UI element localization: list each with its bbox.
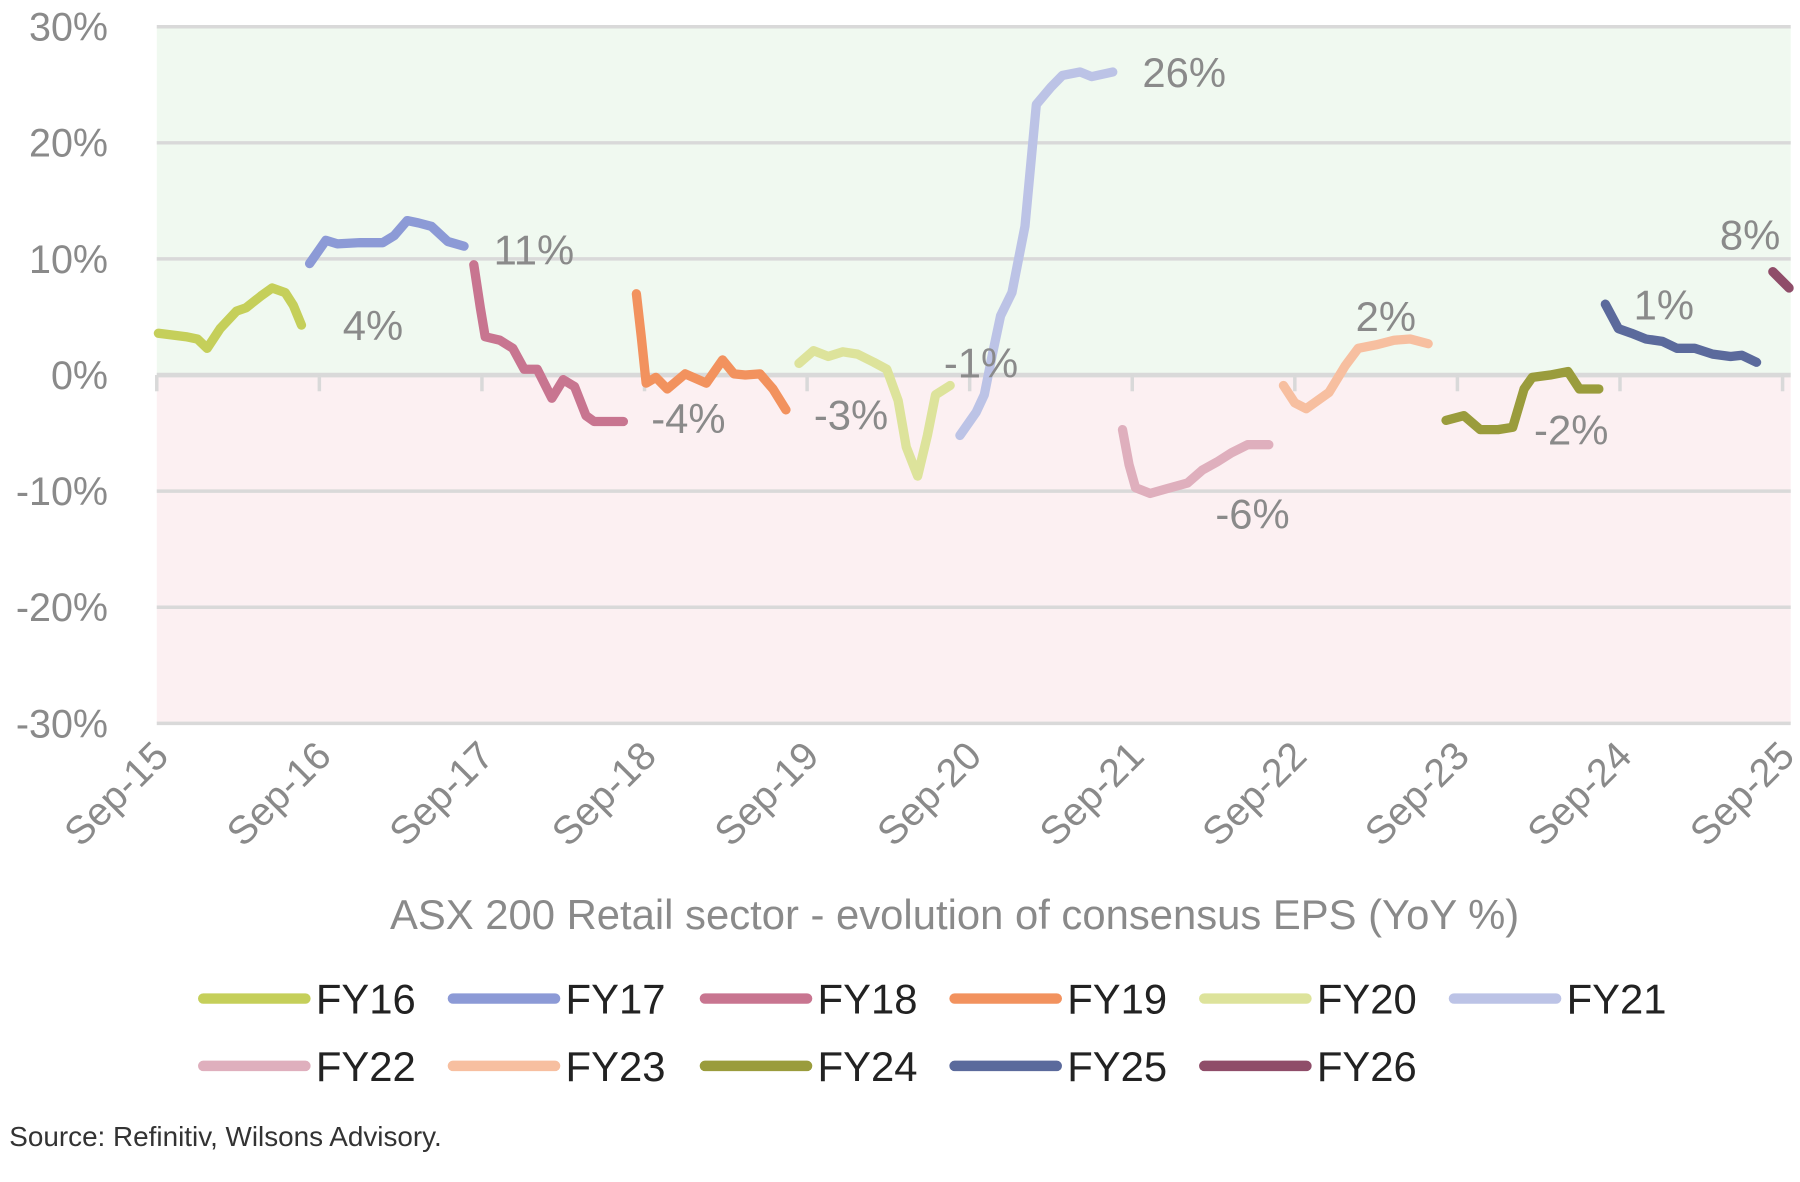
- x-tick-label: Sep-18: [544, 733, 665, 854]
- x-tick-label: Sep-24: [1519, 733, 1640, 854]
- legend-label: FY24: [818, 1043, 918, 1090]
- series-line-fy23: [1278, 334, 1433, 414]
- data-label: 4%: [343, 302, 403, 349]
- series-line-fy25: [1600, 299, 1762, 367]
- data-label: 2%: [1356, 293, 1416, 340]
- legend-label: FY22: [316, 1043, 416, 1090]
- source-note: Source: Refinitiv, Wilsons Advisory.: [9, 1121, 442, 1152]
- x-tick-label: Sep-23: [1357, 733, 1478, 854]
- data-label: 8%: [1720, 212, 1780, 259]
- legend-label: FY18: [818, 976, 918, 1023]
- legend-label: FY17: [566, 976, 666, 1023]
- x-tick-label: Sep-25: [1682, 733, 1800, 854]
- legend-label: FY16: [316, 976, 416, 1023]
- gridlines: [156, 24, 1791, 726]
- series-line-fy19: [631, 289, 791, 415]
- legend-item-fy19: FY19: [949, 976, 1167, 1023]
- y-tick-label: -20%: [16, 586, 108, 630]
- legend-item-fy20: FY20: [1199, 976, 1417, 1023]
- legend-item-fy25: FY25: [949, 1043, 1167, 1090]
- legend-label: FY21: [1567, 976, 1667, 1023]
- legend-item-fy18: FY18: [699, 976, 918, 1023]
- series-lines: [153, 67, 1794, 499]
- y-tick-label: 0%: [51, 354, 108, 398]
- legend-item-fy22: FY22: [198, 1043, 416, 1090]
- data-label: 1%: [1634, 281, 1694, 328]
- series-line-fy20: [794, 346, 955, 481]
- chart-title: ASX 200 Retail sector - evolution of con…: [390, 891, 1519, 938]
- data-label: -6%: [1215, 490, 1289, 537]
- data-label: -3%: [814, 392, 888, 439]
- legend-label: FY19: [1067, 976, 1167, 1023]
- legend-item-fy16: FY16: [198, 976, 416, 1023]
- y-tick-label: 10%: [29, 238, 108, 282]
- series-line-fy24: [1441, 366, 1604, 435]
- legend-item-fy23: FY23: [447, 1043, 666, 1090]
- legend-item-fy24: FY24: [699, 1043, 918, 1090]
- data-label: -2%: [1534, 407, 1608, 454]
- legend-item-fy21: FY21: [1448, 976, 1667, 1023]
- x-tick-label: Sep-15: [56, 733, 177, 854]
- data-label: 26%: [1142, 49, 1226, 96]
- legend-item-fy17: FY17: [447, 976, 666, 1023]
- legend: FY16 FY17 FY18 FY19 FY20 FY21 FY22 FY23 FY24 FY25…: [198, 976, 1667, 1090]
- y-tick-label: 30%: [29, 6, 108, 50]
- series-line-fy21: [955, 67, 1118, 441]
- legend-label: FY26: [1317, 1043, 1417, 1090]
- legend-label: FY25: [1067, 1043, 1167, 1090]
- y-axis-ticks: 30% 20% 10% 0% -10% -20% -30%: [16, 6, 108, 747]
- legend-label: FY23: [566, 1043, 666, 1090]
- series-line-fy22: [1117, 424, 1274, 499]
- series-line-fy18: [469, 260, 629, 427]
- x-tick-label: Sep-16: [219, 733, 340, 854]
- x-tick-label: Sep-22: [1194, 733, 1315, 854]
- x-tick-label: Sep-19: [706, 733, 827, 854]
- data-label: 11%: [494, 227, 575, 274]
- series-line-fy26: [1768, 267, 1794, 293]
- series-line-fy16: [153, 283, 307, 353]
- data-label: -4%: [651, 395, 725, 442]
- legend-label: FY20: [1317, 976, 1417, 1023]
- data-label: -1%: [944, 339, 1018, 386]
- annotations: 4% 11% -4% -3% -1% 26% -6% 2% -2% 1% 8%: [343, 49, 1780, 537]
- y-tick-label: -30%: [16, 702, 108, 746]
- x-tick-label: Sep-20: [869, 733, 990, 854]
- x-tick-label: Sep-21: [1031, 733, 1152, 854]
- background-bands: [156, 26, 1791, 724]
- legend-item-fy26: FY26: [1199, 1043, 1417, 1090]
- x-tick-label: Sep-17: [381, 733, 502, 854]
- y-tick-label: 20%: [29, 122, 108, 166]
- background-band: [156, 26, 1791, 376]
- background-band: [156, 375, 1791, 724]
- series-line-fy17: [304, 215, 469, 269]
- y-tick-label: -10%: [16, 470, 108, 514]
